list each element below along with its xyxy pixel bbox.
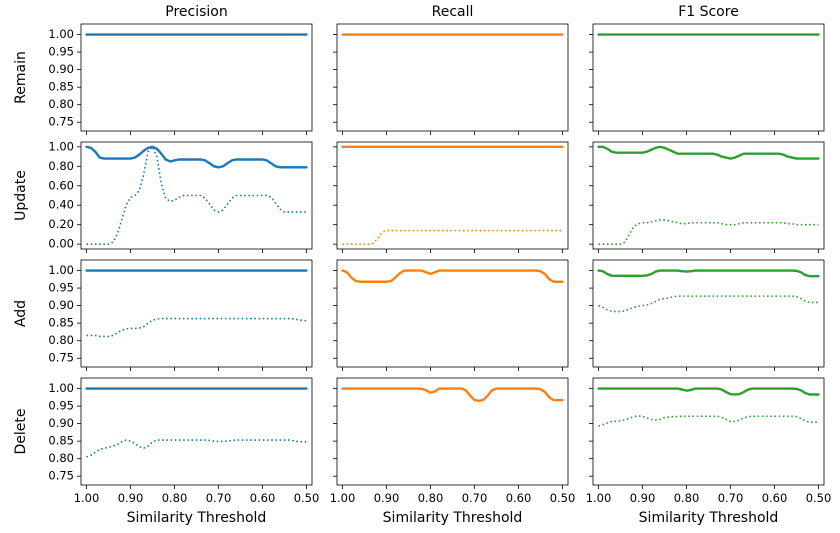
x-tick-label-recall-4: 0.60 <box>506 491 532 505</box>
axes-frame-update-precision <box>80 141 313 250</box>
x-tick-label-f1-score-0: 1.00 <box>586 491 612 505</box>
row-label-update: Update <box>13 170 29 221</box>
axes-frame-update-recall <box>336 141 569 250</box>
y-tick-label-delete-2: 0.90 <box>48 416 74 430</box>
x-tick-label-recall-5: 0.50 <box>550 491 576 505</box>
y-tick-label-update-3: 0.40 <box>48 198 74 212</box>
x-tick-label-recall-1: 0.90 <box>374 491 400 505</box>
y-tick-label-update-0: 1.00 <box>48 139 74 153</box>
col-title-precision: Precision <box>165 4 227 20</box>
series-line-add-f1-score-dotted <box>598 295 819 313</box>
series-line-delete-precision-dotted <box>86 439 307 458</box>
y-tick-label-add-5: 0.75 <box>48 351 74 365</box>
x-tick-label-precision-4: 0.60 <box>250 491 276 505</box>
y-tick-label-add-0: 1.00 <box>48 263 74 277</box>
x-tick-label-f1-score-1: 0.90 <box>630 491 656 505</box>
series-line-update-recall-dotted <box>342 229 563 245</box>
series-line-update-precision-solid <box>85 145 308 169</box>
axes-frame-add-recall <box>336 259 569 368</box>
series-line-update-precision-dotted <box>86 146 307 245</box>
y-tick-label-remain-2: 0.90 <box>48 62 74 76</box>
axes-frame-remain-f1-score <box>592 23 825 132</box>
x-tick-label-precision-0: 1.00 <box>74 491 100 505</box>
y-tick-label-remain-0: 1.00 <box>48 27 74 41</box>
series-line-update-f1-score-solid <box>597 145 820 160</box>
y-tick-label-add-4: 0.80 <box>48 333 74 347</box>
series-line-add-f1-score-solid <box>597 269 820 278</box>
y-tick-label-remain-1: 0.95 <box>48 45 74 59</box>
x-tick-label-f1-score-5: 0.50 <box>806 491 832 505</box>
y-tick-label-update-2: 0.60 <box>48 178 74 192</box>
y-tick-label-delete-0: 1.00 <box>48 381 74 395</box>
y-tick-label-update-4: 0.20 <box>48 217 74 231</box>
y-tick-label-delete-5: 0.75 <box>48 469 74 483</box>
axes-frame-add-precision <box>80 259 313 368</box>
series-line-delete-f1-score-dotted <box>598 415 819 427</box>
series-line-add-recall-solid <box>341 269 564 283</box>
x-tick-label-f1-score-3: 0.70 <box>718 491 744 505</box>
x-tick-label-precision-2: 0.80 <box>162 491 188 505</box>
y-tick-label-remain-4: 0.80 <box>48 97 74 111</box>
x-tick-label-f1-score-2: 0.80 <box>674 491 700 505</box>
y-tick-label-delete-4: 0.80 <box>48 451 74 465</box>
col-title-recall: Recall <box>432 4 474 20</box>
x-axis-title-recall: Similarity Threshold <box>383 510 523 526</box>
x-tick-label-f1-score-4: 0.60 <box>762 491 788 505</box>
y-tick-label-add-3: 0.85 <box>48 316 74 330</box>
x-axis-title-precision: Similarity Threshold <box>127 510 267 526</box>
row-label-add: Add <box>13 300 29 327</box>
axes-frame-delete-f1-score <box>592 377 825 486</box>
y-tick-label-remain-3: 0.85 <box>48 80 74 94</box>
axes-frame-remain-recall <box>336 23 569 132</box>
series-line-delete-f1-score-solid <box>597 387 820 396</box>
axes-frame-add-f1-score <box>592 259 825 368</box>
x-tick-label-precision-1: 0.90 <box>118 491 144 505</box>
row-label-delete: Delete <box>13 409 29 455</box>
series-line-delete-recall-solid <box>341 387 564 402</box>
x-tick-label-precision-5: 0.50 <box>294 491 320 505</box>
series-line-update-f1-score-dotted <box>598 219 819 245</box>
y-tick-label-add-1: 0.95 <box>48 281 74 295</box>
x-tick-label-recall-0: 1.00 <box>330 491 356 505</box>
axes-frame-remain-precision <box>80 23 313 132</box>
col-title-f1-score: F1 Score <box>678 4 739 20</box>
axes-frame-delete-recall <box>336 377 569 486</box>
x-tick-label-recall-2: 0.80 <box>418 491 444 505</box>
x-tick-label-precision-3: 0.70 <box>206 491 232 505</box>
y-tick-label-remain-5: 0.75 <box>48 115 74 129</box>
x-axis-title-f1-score: Similarity Threshold <box>639 510 779 526</box>
axes-frame-delete-precision <box>80 377 313 486</box>
axes-frame-update-f1-score <box>592 141 825 250</box>
y-tick-label-delete-3: 0.85 <box>48 434 74 448</box>
y-tick-label-update-1: 0.80 <box>48 159 74 173</box>
row-label-remain: Remain <box>13 51 29 104</box>
y-tick-label-add-2: 0.90 <box>48 298 74 312</box>
series-line-add-precision-dotted <box>86 317 307 338</box>
x-tick-label-recall-3: 0.70 <box>462 491 488 505</box>
y-tick-label-update-5: 0.00 <box>48 237 74 251</box>
y-tick-label-delete-1: 0.95 <box>48 399 74 413</box>
